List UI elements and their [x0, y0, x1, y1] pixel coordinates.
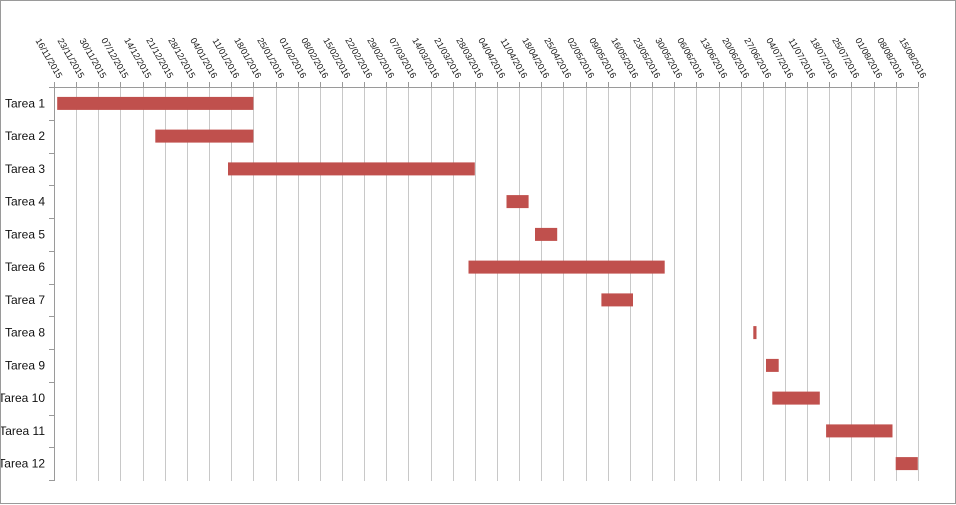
task-bars — [57, 96, 918, 471]
task-bar — [766, 358, 779, 372]
task-bar — [895, 457, 918, 471]
task-label: Tarea 12 — [1, 457, 45, 471]
task-bar — [772, 391, 820, 405]
task-label: Tarea 7 — [5, 293, 45, 307]
task-label: Tarea 11 — [1, 424, 45, 438]
task-label: Tarea 5 — [5, 227, 45, 241]
axes — [49, 82, 919, 481]
task-bar — [468, 260, 665, 274]
gridlines — [54, 87, 919, 481]
task-bar — [753, 326, 757, 340]
task-bar — [535, 227, 558, 241]
task-label: Tarea 2 — [5, 129, 45, 143]
x-axis-tick-labels: 16/11/201523/11/201530/11/201507/12/2015… — [34, 36, 929, 80]
task-bar — [57, 96, 254, 110]
task-label: Tarea 1 — [5, 96, 45, 110]
task-bar — [228, 162, 475, 176]
task-label: Tarea 10 — [1, 391, 45, 405]
task-label: Tarea 4 — [5, 195, 45, 209]
task-label: Tarea 9 — [5, 358, 45, 372]
task-label: Tarea 8 — [5, 326, 45, 340]
task-bar — [155, 129, 254, 143]
task-label: Tarea 6 — [5, 260, 45, 274]
task-label: Tarea 3 — [5, 162, 45, 176]
task-bar — [601, 293, 633, 307]
task-bar — [826, 424, 893, 438]
task-bar — [506, 195, 529, 209]
y-axis-task-labels: Tarea 1 Tarea 2 Tarea 3 Tarea 4 Tarea 5 Tarea… — [1, 96, 45, 470]
